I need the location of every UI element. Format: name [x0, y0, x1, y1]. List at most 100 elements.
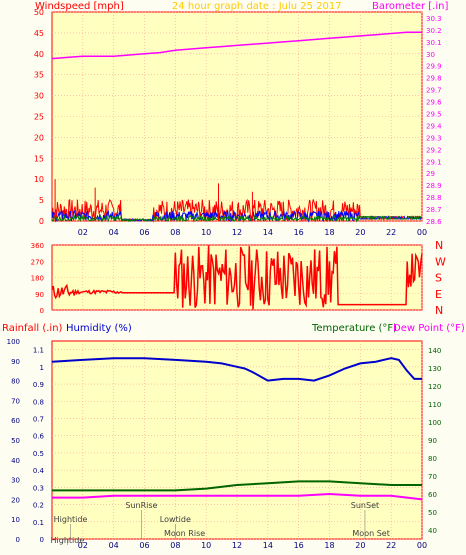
wind-direction-line	[51, 245, 423, 310]
humidity-tick-label: 0.4	[33, 467, 45, 475]
x-tick-label: 08	[170, 541, 180, 550]
x-tick-label: 02	[78, 541, 88, 550]
temperature-tick-label: 110	[428, 401, 441, 409]
x-tick-label: 18	[324, 228, 334, 237]
direction-tick-label: 0	[40, 307, 44, 315]
humidity-tick-label: 0.3	[33, 484, 44, 492]
compass-label: E	[435, 288, 442, 301]
barometer-tick-label: 30.2	[426, 27, 442, 35]
wind-tick-label: 20	[34, 133, 44, 142]
wind-tick-label: 15	[34, 154, 44, 163]
event-label: Hightide	[54, 515, 88, 524]
x-tick-label: 14	[263, 228, 273, 237]
direction-tick-label: 360	[31, 242, 44, 250]
wind-tick-label: 40	[34, 50, 44, 59]
barometer-tick-label: 29	[426, 170, 435, 178]
rainfall-tick-label: 100	[7, 338, 20, 346]
event-label: Moon Set	[352, 529, 389, 538]
wind-tick-label: 45	[34, 29, 44, 38]
barometer-axis-title: Barometer [.in]	[372, 1, 448, 12]
barometer-tick-label: 28.8	[426, 194, 442, 202]
rainfall-tick-label: 90	[11, 358, 20, 366]
barometer-tick-label: 29.4	[426, 122, 442, 130]
x-tick-label: 06	[139, 228, 149, 237]
temperature-tick-label: 80	[428, 455, 437, 463]
barometer-tick-label: 30.3	[426, 15, 442, 23]
barometer-tick-label: 29.1	[426, 158, 442, 166]
x-tick-label: 00	[417, 228, 427, 237]
temperature-tick-label: 140	[428, 347, 441, 355]
x-tick-label: 12	[232, 228, 242, 237]
temperature-tick-label: 50	[428, 509, 437, 517]
temperature-tick-label: 130	[428, 365, 441, 373]
humidity-tick-label: 0.2	[33, 502, 44, 510]
x-tick-label: 00	[417, 541, 427, 550]
x-tick-label: 12	[232, 541, 242, 550]
dewpoint-axis-title: Dew Point (°F)	[393, 323, 465, 334]
humidity-tick-label: 0.7	[33, 415, 44, 423]
x-tick-label: 16	[294, 228, 304, 237]
barometer-tick-label: 29.7	[426, 87, 442, 95]
barometer-tick-label: 29.5	[426, 111, 442, 119]
compass-label: S	[435, 272, 442, 285]
humidity-tick-label: 1	[40, 364, 44, 372]
event-label: Lowtide	[160, 515, 191, 524]
wind-barometer-plot: 02 04 06 08 10 12 14 16 18 20 22 000510152025303540…	[34, 8, 442, 237]
rainfall-tick-label: 50	[11, 437, 20, 445]
barometer-line	[51, 31, 422, 60]
temperature-tick-label: 60	[428, 491, 437, 499]
wind-tick-label: 35	[34, 71, 44, 80]
x-tick-label: 22	[386, 228, 396, 237]
humidity-tick-label: 0.8	[33, 398, 44, 406]
wind-tick-label: 25	[34, 113, 44, 122]
x-tick-label: 14	[263, 541, 273, 550]
event-label: Hightide	[51, 536, 85, 545]
rainfall-axis-title: Rainfall (.in)	[2, 323, 63, 334]
temperature-axis-title: Temperature (°F)	[311, 323, 397, 334]
compass-label: N	[435, 304, 443, 317]
wind-gust-line	[51, 198, 422, 222]
temperature-tick-label: 120	[428, 383, 441, 391]
humidity-tick-label: 0	[40, 536, 44, 544]
wind-tick-label: 50	[34, 8, 44, 17]
event-label: Moon Rise	[164, 529, 205, 538]
event-label: SunRise	[125, 501, 157, 510]
rainfall-tick-label: 80	[11, 378, 20, 386]
wind-tick-label: 30	[34, 92, 44, 101]
rainfall-tick-label: 40	[11, 457, 20, 465]
barometer-tick-label: 28.7	[426, 206, 442, 214]
wind-tick-label: 0	[39, 217, 44, 226]
x-tick-label: 20	[355, 541, 365, 550]
rainfall-tick-label: 0	[16, 536, 20, 544]
rainfall-tick-label: 70	[11, 397, 20, 405]
wind-tick-label: 10	[34, 175, 44, 184]
wind-min-line	[51, 214, 422, 223]
temperature-tick-label: 70	[428, 473, 437, 481]
temperature-line	[52, 480, 422, 492]
rainfall-tick-label: 30	[11, 477, 20, 485]
x-tick-label: 22	[386, 541, 396, 550]
barometer-tick-label: 29.9	[426, 63, 442, 71]
humidity-tick-label: 1.1	[33, 347, 44, 355]
temperature-tick-label: 100	[428, 419, 441, 427]
barometer-tick-label: 29.6	[426, 99, 442, 107]
humidity-line	[51, 357, 422, 382]
graph-date-title: 24 hour graph date : Julu 25 2017	[172, 1, 342, 12]
barometer-tick-label: 29.2	[426, 146, 442, 154]
x-tick-label: 16	[294, 541, 304, 550]
x-tick-label: 10	[201, 541, 211, 550]
direction-tick-label: 270	[31, 258, 44, 266]
wind-axis-title: Windspeed [mph]	[35, 1, 124, 12]
x-tick-label: 06	[139, 541, 149, 550]
humidity-temperature-plot: 0 0.1 0.2 0.3 0.4 0.5 0.6 0.7 0.8 0.9 1 1.1 0 10 20 30 4…	[7, 338, 442, 550]
dewpoint-line	[52, 492, 423, 501]
temperature-tick-label: 90	[428, 437, 437, 445]
temperature-tick-label: 40	[428, 527, 437, 535]
event-label: SunSet	[351, 501, 379, 510]
barometer-tick-label: 30.1	[426, 39, 442, 47]
x-tick-label: 02	[78, 228, 88, 237]
barometer-tick-label: 28.6	[426, 218, 442, 226]
humidity-tick-label: 0.9	[33, 381, 44, 389]
